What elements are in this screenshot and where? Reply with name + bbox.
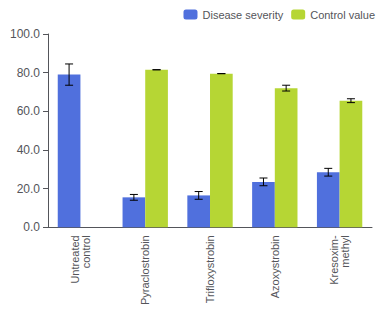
svg-text:Control value: Control value — [310, 9, 375, 21]
svg-text:60.0: 60.0 — [17, 104, 41, 118]
svg-text:Disease severity: Disease severity — [202, 9, 283, 21]
svg-text:control: control — [80, 235, 92, 268]
svg-text:80.0: 80.0 — [17, 66, 41, 80]
svg-text:20.0: 20.0 — [17, 182, 41, 196]
svg-text:0.0: 0.0 — [23, 220, 40, 234]
svg-text:Kresoxim-: Kresoxim- — [328, 235, 341, 285]
svg-text:40.0: 40.0 — [17, 143, 41, 157]
svg-text:100.0: 100.0 — [10, 27, 40, 41]
svg-text:methyl: methyl — [339, 235, 351, 267]
svg-text:Pyraclostrobin: Pyraclostrobin — [139, 235, 151, 305]
svg-text:Azoxystrobin: Azoxystrobin — [269, 235, 281, 298]
svg-text:Trifloxystrobin: Trifloxystrobin — [204, 235, 216, 303]
svg-text:Untreated: Untreated — [68, 235, 81, 284]
